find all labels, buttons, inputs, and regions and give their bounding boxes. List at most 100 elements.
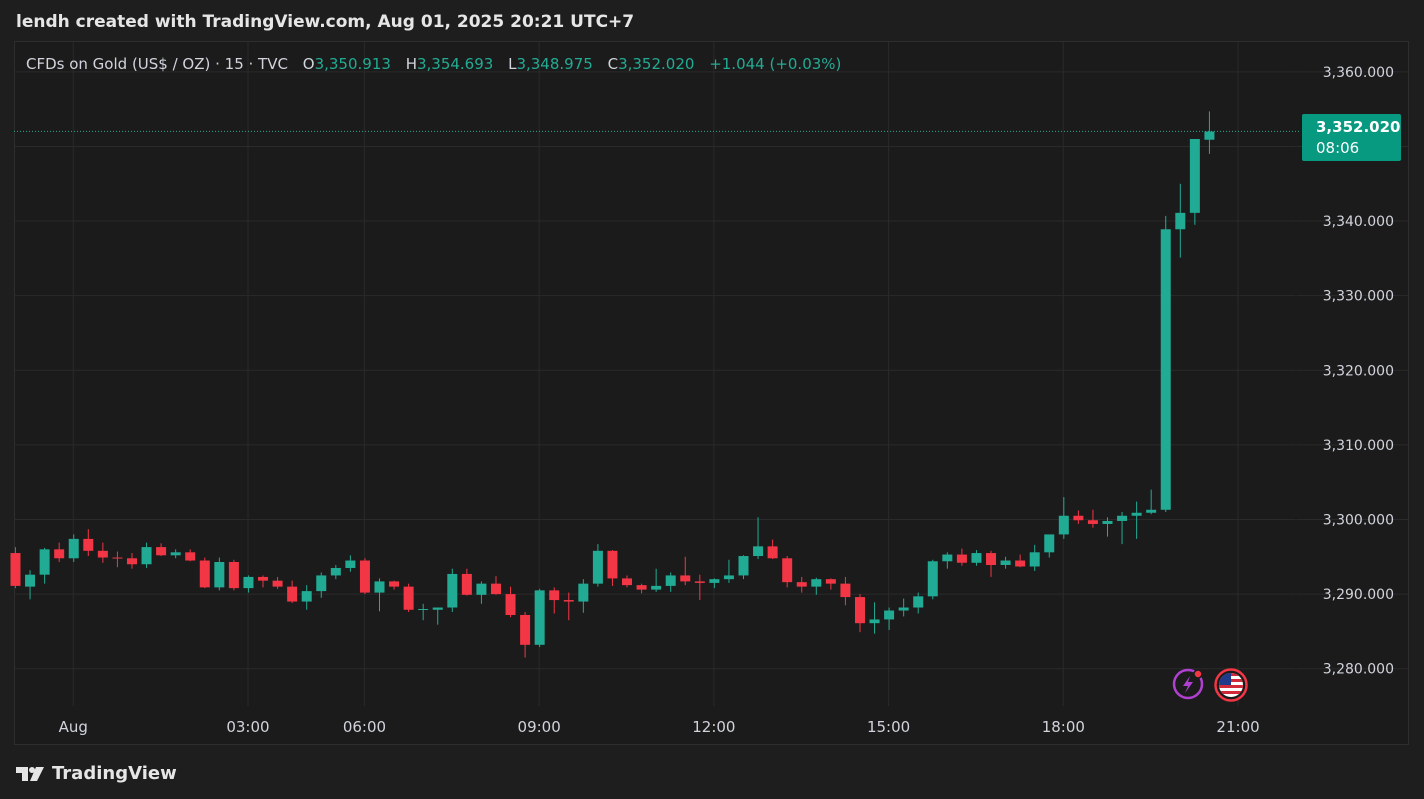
candles bbox=[10, 111, 1215, 658]
candle-down bbox=[185, 549, 196, 562]
candle-body bbox=[1175, 212, 1186, 230]
candle-body bbox=[68, 538, 79, 559]
candle-down bbox=[1073, 510, 1084, 524]
candle-body bbox=[258, 576, 269, 581]
candle-body bbox=[636, 585, 647, 590]
candle-body bbox=[316, 575, 327, 592]
candle-body bbox=[1117, 515, 1128, 521]
candle-body bbox=[956, 554, 967, 563]
candle-up bbox=[927, 559, 938, 600]
candle-body bbox=[913, 596, 924, 608]
candle-body bbox=[738, 556, 749, 576]
bar-countdown: 08:06 bbox=[1316, 139, 1360, 157]
candle-up bbox=[1058, 497, 1069, 539]
candle-body bbox=[374, 581, 385, 593]
candle-body bbox=[97, 550, 108, 558]
candle-up bbox=[738, 555, 749, 580]
candle-body bbox=[112, 557, 123, 559]
change-value: +1.044 (+0.03%) bbox=[709, 55, 842, 73]
candle-down bbox=[272, 576, 283, 589]
candle-body bbox=[563, 600, 574, 602]
low-label: L bbox=[508, 55, 517, 73]
candle-down bbox=[505, 586, 516, 618]
candle-down bbox=[563, 592, 574, 621]
candle-body bbox=[680, 575, 691, 582]
candle-body bbox=[884, 610, 895, 620]
candle-body bbox=[476, 583, 487, 595]
x-tick-label: 21:00 bbox=[1216, 718, 1259, 736]
candle-up bbox=[578, 579, 589, 613]
candle-body bbox=[767, 546, 778, 559]
candle-body bbox=[403, 586, 414, 610]
candle-body bbox=[1087, 520, 1098, 524]
candle-down bbox=[796, 576, 807, 593]
candle-body bbox=[1204, 131, 1215, 140]
candle-body bbox=[869, 619, 880, 624]
lightning-event-icon[interactable] bbox=[1172, 668, 1204, 700]
candle-body bbox=[986, 553, 997, 565]
candle-body bbox=[345, 560, 356, 568]
candle-body bbox=[185, 552, 196, 561]
close-label: C bbox=[607, 55, 619, 73]
candle-up bbox=[869, 602, 880, 634]
candle-body bbox=[1131, 512, 1142, 516]
candle-up bbox=[1175, 183, 1186, 258]
candle-body bbox=[1102, 520, 1113, 524]
candle-up bbox=[476, 581, 487, 604]
candle-down bbox=[607, 550, 618, 586]
candle-body bbox=[243, 576, 254, 589]
candle-body bbox=[1044, 534, 1055, 553]
candle-down bbox=[359, 558, 370, 595]
candle-body bbox=[1073, 515, 1084, 521]
chart-frame[interactable] bbox=[14, 41, 1409, 745]
candle-body bbox=[1015, 560, 1026, 567]
candle-down bbox=[782, 556, 793, 588]
candle-up bbox=[330, 564, 341, 580]
candle-body bbox=[592, 550, 603, 584]
y-tick-label: 3,320.000 bbox=[1323, 363, 1394, 379]
candle-body bbox=[723, 575, 734, 580]
last-price-value: 3,352.020 bbox=[1316, 118, 1401, 136]
candle-down bbox=[680, 556, 691, 586]
candle-down bbox=[126, 553, 137, 569]
candle-up bbox=[1204, 111, 1215, 154]
us-flag-icon[interactable] bbox=[1214, 668, 1248, 702]
symbol-label[interactable]: CFDs on Gold (US$ / OZ) · 15 · TVC bbox=[26, 55, 288, 73]
x-tick-label: 06:00 bbox=[343, 718, 386, 736]
candle-up bbox=[1044, 534, 1055, 558]
candle-up bbox=[374, 578, 385, 612]
candle-body bbox=[1058, 515, 1069, 535]
candle-body bbox=[825, 579, 836, 584]
candle-down bbox=[258, 575, 269, 588]
y-tick-label: 3,300.000 bbox=[1323, 512, 1394, 528]
candle-body bbox=[665, 575, 676, 586]
candle-body bbox=[490, 583, 501, 595]
candle-body bbox=[898, 607, 909, 611]
candle-body bbox=[927, 561, 938, 597]
open-value: 3,350.913 bbox=[314, 55, 391, 73]
candle-body bbox=[461, 573, 472, 595]
candle-up bbox=[345, 555, 356, 572]
candle-up bbox=[1146, 489, 1157, 515]
candle-up bbox=[1000, 556, 1011, 569]
candle-body bbox=[10, 553, 21, 586]
candle-up bbox=[884, 607, 895, 630]
tradingview-logo[interactable]: TradingView bbox=[16, 763, 177, 784]
candle-up bbox=[592, 544, 603, 587]
candle-body bbox=[83, 538, 94, 551]
x-tick-label: 09:00 bbox=[518, 718, 561, 736]
candle-body bbox=[622, 578, 633, 586]
candle-down bbox=[199, 557, 210, 589]
candle-up bbox=[898, 598, 909, 617]
candle-up bbox=[68, 534, 79, 563]
y-tick-label: 3,340.000 bbox=[1323, 214, 1394, 230]
candle-up bbox=[913, 592, 924, 614]
candle-up bbox=[1029, 544, 1040, 571]
close-value: 3,352.020 bbox=[618, 55, 695, 73]
candle-up bbox=[141, 542, 152, 568]
candle-down bbox=[83, 529, 94, 557]
candle-body bbox=[694, 581, 705, 583]
candle-body bbox=[359, 560, 370, 593]
candle-body bbox=[126, 558, 137, 565]
